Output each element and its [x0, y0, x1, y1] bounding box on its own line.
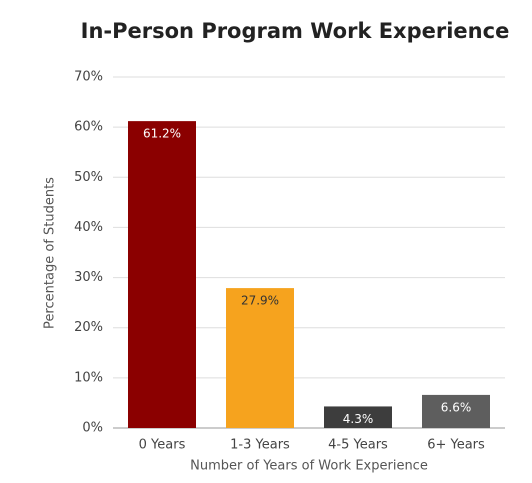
- x-tick-label: 6+ Years: [427, 438, 485, 453]
- y-axis-label: Percentage of Students: [43, 177, 58, 329]
- x-tick-label: 0 Years: [139, 438, 186, 453]
- y-tick-label: 10%: [74, 370, 103, 385]
- bar: [324, 406, 392, 428]
- y-tick-label: 60%: [74, 120, 103, 135]
- bar: [422, 394, 490, 428]
- y-tick-label: 40%: [74, 220, 103, 235]
- x-tick-label: 4-5 Years: [328, 438, 388, 453]
- y-tick-label: 0%: [82, 421, 103, 436]
- y-tick-label: 70%: [74, 70, 103, 85]
- y-tick-label: 20%: [74, 320, 103, 335]
- bar: [128, 121, 196, 428]
- y-tick-label: 50%: [74, 170, 103, 185]
- x-axis-label: Number of Years of Work Experience: [190, 459, 428, 474]
- value-label: 27.9%: [241, 294, 279, 308]
- bar: [226, 288, 294, 428]
- value-label: 4.3%: [343, 412, 374, 426]
- value-label: 61.2%: [143, 127, 181, 141]
- value-label: 6.6%: [441, 400, 472, 414]
- y-tick-label: 30%: [74, 270, 103, 285]
- x-tick-label: 1-3 Years: [230, 438, 290, 453]
- chart-title: In-Person Program Work Experience: [81, 19, 510, 43]
